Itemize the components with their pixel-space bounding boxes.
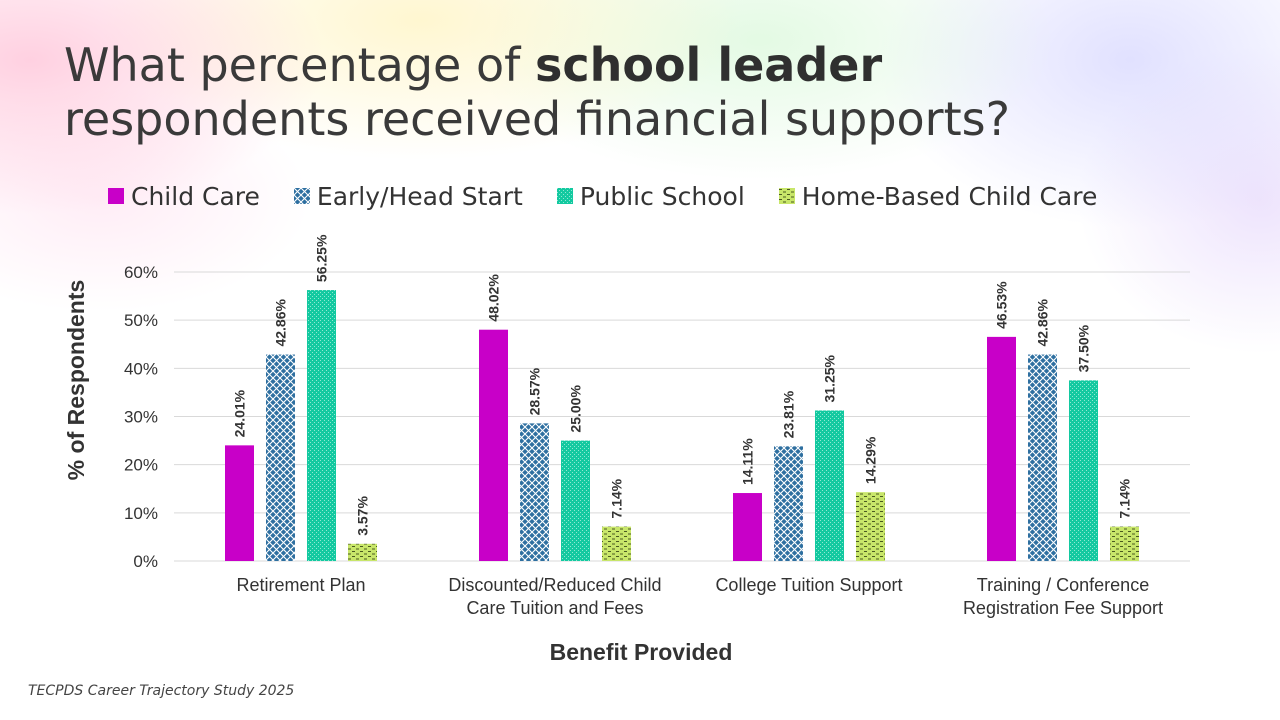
- data-label: 3.57%: [355, 496, 371, 536]
- legend-swatch-early-head-start: [293, 188, 310, 204]
- x-category-label: College Tuition Support: [715, 575, 902, 595]
- source-note: TECPDS Career Trajectory Study 2025: [28, 683, 295, 699]
- bar-early_head_start: [266, 354, 295, 561]
- legend-item-public-school: Public School: [556, 181, 745, 211]
- bar-home_based: [602, 526, 631, 561]
- y-tick-label: 20%: [124, 456, 158, 475]
- x-category-label: Registration Fee Support: [963, 598, 1163, 618]
- data-labels: 24.01% 42.86% 56.25% 3.57% 48.02% 28.57% 25.00…: [232, 234, 1133, 536]
- bar-early_head_start: [774, 446, 803, 561]
- legend-label-early-head-start: Early/Head Start: [316, 181, 523, 211]
- title-part-2: respondents received financial supports?: [64, 92, 1010, 146]
- title-bold: school leader: [534, 38, 883, 92]
- bar-public_school: [1069, 380, 1098, 561]
- data-label: 56.25%: [314, 234, 330, 282]
- bar-early_head_start: [1028, 354, 1057, 561]
- bar-early_head_start: [520, 423, 549, 561]
- x-category-label: Training / Conference: [977, 575, 1149, 595]
- legend-swatch-home-based: [778, 188, 795, 204]
- data-label: 46.53%: [994, 281, 1010, 329]
- data-label: 42.86%: [1035, 299, 1051, 347]
- data-label: 48.02%: [486, 274, 502, 322]
- y-tick-label: 60%: [124, 263, 158, 282]
- y-axis-label: % of Respondents: [63, 280, 89, 481]
- y-tick-label: 10%: [124, 504, 158, 523]
- legend-label-home-based: Home-Based Child Care: [801, 181, 1098, 211]
- x-category-label: Discounted/Reduced Child: [448, 575, 661, 595]
- legend-item-home-based: Home-Based Child Care: [778, 181, 1098, 211]
- slide-title: What percentage of school leader responde…: [64, 38, 1214, 146]
- bar-child_care: [479, 329, 508, 561]
- legend-swatch-public-school: [556, 188, 573, 204]
- legend-label-child-care: Child Care: [131, 181, 260, 211]
- x-category-label: Retirement Plan: [236, 575, 365, 595]
- grid-layer: [174, 271, 1190, 562]
- data-label: 7.14%: [609, 478, 625, 518]
- data-label: 23.81%: [781, 390, 797, 438]
- data-label: 25.00%: [568, 385, 584, 433]
- bar-child_care: [733, 493, 762, 561]
- y-tick-label: 0%: [133, 552, 158, 571]
- bars: [225, 290, 1139, 561]
- data-label: 28.57%: [527, 367, 543, 415]
- bar-home_based: [1110, 526, 1139, 561]
- chart-legend: Child Care Early/Head Start Public Schoo…: [108, 180, 1097, 212]
- y-tick-label: 50%: [124, 311, 158, 330]
- data-label: 42.86%: [273, 299, 289, 347]
- data-label: 14.11%: [740, 438, 756, 485]
- bar-public_school: [815, 410, 844, 561]
- title-part-1: What percentage of: [64, 38, 535, 92]
- legend-item-early-head-start: Early/Head Start: [293, 181, 523, 211]
- y-tick-labels: 0% 10% 20% 30% 40% 50% 60%: [124, 263, 158, 571]
- data-label: 37.50%: [1076, 324, 1092, 372]
- x-category-label: Care Tuition and Fees: [466, 598, 643, 618]
- legend-swatch-child-care: [108, 188, 124, 204]
- bar-public_school: [561, 440, 590, 561]
- bar-public_school: [307, 290, 336, 561]
- bar-child_care: [987, 336, 1016, 561]
- bar-home_based: [348, 543, 377, 561]
- legend-label-public-school: Public School: [579, 181, 745, 211]
- bar-child_care: [225, 445, 254, 561]
- data-label: 14.29%: [863, 436, 879, 484]
- y-tick-label: 30%: [124, 408, 158, 427]
- data-label: 7.14%: [1117, 478, 1133, 518]
- legend-item-child-care: Child Care: [108, 182, 260, 211]
- data-label: 24.01%: [232, 389, 248, 437]
- bar-home_based: [856, 492, 885, 561]
- y-tick-label: 40%: [124, 359, 158, 378]
- x-axis-label: Benefit Provided: [550, 639, 733, 665]
- x-category-labels: Retirement Plan Discounted/Reduced Child C…: [236, 575, 1163, 618]
- data-label: 31.25%: [822, 354, 838, 402]
